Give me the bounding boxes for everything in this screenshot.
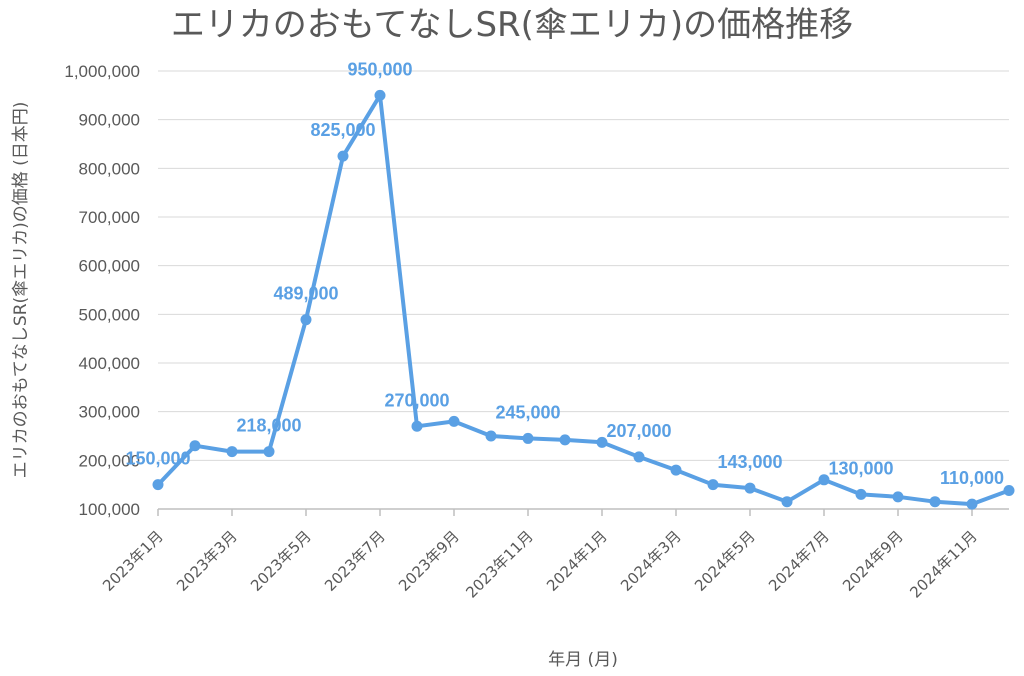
data-label: 245,000 <box>495 402 560 422</box>
y-tick-label: 700,000 <box>79 208 140 227</box>
data-point <box>337 150 349 162</box>
y-axis-ticks: 100,000 200,000 300,000 400,000 500,000 600,0… <box>64 62 140 519</box>
y-axis-title: エリカのおもてなしSR(傘エリカ)の価格 (日本円) <box>11 102 31 479</box>
data-point <box>226 446 238 458</box>
x-tick-label: 2023年7月 <box>321 527 389 595</box>
data-label: 207,000 <box>606 421 671 441</box>
x-tick-label: 2023年3月 <box>173 527 241 595</box>
x-tick-label: 2023年11月 <box>462 527 536 601</box>
data-point <box>855 488 867 500</box>
data-point <box>485 430 497 442</box>
data-point <box>966 498 978 510</box>
data-point <box>707 479 719 491</box>
x-tick-label: 2024年9月 <box>839 527 907 595</box>
data-label: 270,000 <box>384 390 449 410</box>
data-labels: 150,000 218,000 489,000 825,000 950,000 270,0… <box>125 59 1004 488</box>
x-tick-label: 2023年1月 <box>99 527 167 595</box>
data-label: 489,000 <box>273 284 338 304</box>
y-tick-label: 800,000 <box>79 159 140 178</box>
data-point <box>633 451 645 463</box>
x-tick-label: 2024年1月 <box>543 527 611 595</box>
x-axis-ticks: 2023年1月 2023年3月 2023年5月 2023年7月 2023年9月 2023年… <box>99 509 981 602</box>
x-axis-title: 年月 (月) <box>548 650 618 670</box>
data-point <box>892 491 904 503</box>
y-tick-label: 400,000 <box>79 354 140 373</box>
chart-title: エリカのおもてなしSR(傘エリカ)の価格推移 <box>171 5 853 45</box>
data-point <box>411 420 423 432</box>
y-tick-label: 1,000,000 <box>64 62 140 81</box>
y-tick-label: 500,000 <box>79 305 140 324</box>
data-point <box>448 415 460 427</box>
data-point <box>744 482 756 494</box>
data-point <box>818 474 830 486</box>
series-points <box>152 89 1015 510</box>
data-point <box>596 436 608 448</box>
data-label: 150,000 <box>125 449 190 469</box>
data-label: 950,000 <box>347 59 412 79</box>
data-point <box>522 432 534 444</box>
data-label: 110,000 <box>940 468 1004 488</box>
x-tick-label: 2024年3月 <box>617 527 685 595</box>
data-point <box>781 496 793 508</box>
data-point <box>670 464 682 476</box>
y-tick-label: 600,000 <box>79 257 140 276</box>
data-label: 130,000 <box>828 458 893 478</box>
data-point <box>263 446 275 458</box>
y-tick-label: 300,000 <box>79 403 140 422</box>
y-tick-label: 900,000 <box>79 111 140 130</box>
data-point <box>929 496 941 508</box>
data-point <box>189 440 201 452</box>
x-tick-label: 2024年7月 <box>765 527 833 595</box>
data-point <box>559 434 571 446</box>
x-tick-label: 2023年5月 <box>247 527 315 595</box>
series-line <box>156 93 1011 507</box>
data-label: 143,000 <box>717 452 782 472</box>
y-tick-label: 100,000 <box>79 500 140 519</box>
data-label: 218,000 <box>236 416 301 436</box>
data-label: 825,000 <box>310 120 375 140</box>
data-point <box>300 314 312 326</box>
x-tick-label: 2024年5月 <box>691 527 759 595</box>
data-point <box>1003 485 1015 497</box>
gridlines <box>158 70 1009 461</box>
data-point <box>374 89 386 101</box>
x-tick-label: 2024年11月 <box>906 527 980 601</box>
x-tick-label: 2023年9月 <box>395 527 463 595</box>
y-tick-label: 200,000 <box>79 451 140 470</box>
data-point <box>152 479 164 491</box>
